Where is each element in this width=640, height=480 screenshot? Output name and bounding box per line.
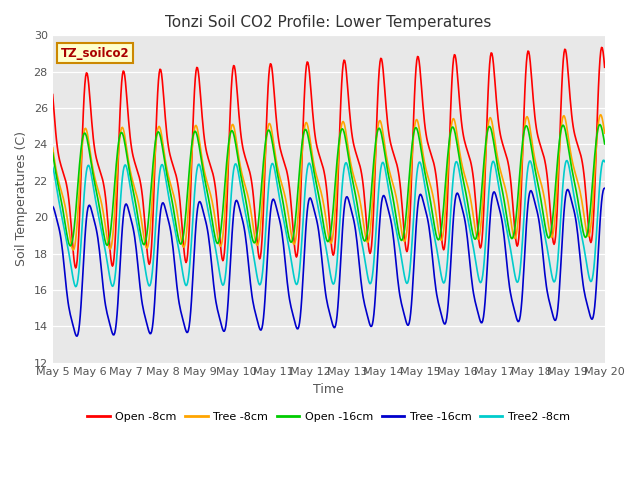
Title: Tonzi Soil CO2 Profile: Lower Temperatures: Tonzi Soil CO2 Profile: Lower Temperatur… bbox=[166, 15, 492, 30]
Tree -16cm bbox=[72, 333, 80, 339]
Tree -16cm bbox=[49, 204, 56, 209]
Tree -8cm bbox=[374, 120, 382, 126]
Tree -8cm bbox=[171, 196, 179, 202]
Tree2 -8cm bbox=[171, 225, 179, 230]
Open -16cm bbox=[67, 243, 74, 249]
Line: Tree -8cm: Tree -8cm bbox=[52, 115, 605, 250]
Tree -16cm bbox=[374, 239, 382, 245]
Open -8cm bbox=[49, 92, 56, 97]
Open -8cm bbox=[374, 79, 382, 84]
Open -16cm bbox=[195, 139, 202, 144]
Tree -16cm bbox=[171, 260, 179, 266]
Tree -8cm bbox=[597, 112, 605, 118]
Open -8cm bbox=[601, 64, 609, 70]
Open -8cm bbox=[598, 45, 605, 50]
Open -16cm bbox=[49, 150, 56, 156]
Open -16cm bbox=[429, 214, 436, 219]
Open -16cm bbox=[321, 229, 329, 235]
Legend: Open -8cm, Tree -8cm, Open -16cm, Tree -16cm, Tree2 -8cm: Open -8cm, Tree -8cm, Open -16cm, Tree -… bbox=[83, 408, 575, 426]
Tree -16cm bbox=[195, 201, 202, 207]
Tree2 -8cm bbox=[601, 159, 609, 165]
Tree2 -8cm bbox=[429, 226, 436, 231]
Y-axis label: Soil Temperatures (C): Soil Temperatures (C) bbox=[15, 132, 28, 266]
Tree2 -8cm bbox=[600, 157, 608, 163]
Open -8cm bbox=[195, 69, 202, 75]
Tree -8cm bbox=[70, 247, 77, 253]
Open -16cm bbox=[596, 122, 604, 128]
Tree -8cm bbox=[321, 208, 329, 214]
Open -16cm bbox=[374, 126, 382, 132]
Open -16cm bbox=[171, 213, 179, 219]
Tree -16cm bbox=[601, 185, 609, 191]
Tree -16cm bbox=[321, 285, 329, 290]
X-axis label: Time: Time bbox=[313, 383, 344, 396]
Line: Tree2 -8cm: Tree2 -8cm bbox=[52, 160, 605, 287]
Open -8cm bbox=[321, 173, 329, 179]
Open -8cm bbox=[551, 240, 559, 245]
Open -16cm bbox=[601, 141, 609, 147]
Line: Open -16cm: Open -16cm bbox=[52, 125, 605, 246]
Open -16cm bbox=[551, 192, 559, 198]
Tree -8cm bbox=[195, 131, 202, 137]
Open -8cm bbox=[429, 157, 436, 163]
Tree -16cm bbox=[429, 259, 436, 265]
Tree2 -8cm bbox=[195, 162, 202, 168]
Open -8cm bbox=[72, 265, 79, 271]
Tree2 -8cm bbox=[72, 284, 79, 289]
Tree -8cm bbox=[429, 192, 436, 198]
Tree -16cm bbox=[551, 317, 559, 323]
Open -8cm bbox=[171, 167, 179, 173]
Tree -8cm bbox=[601, 130, 609, 136]
Line: Open -8cm: Open -8cm bbox=[52, 48, 605, 268]
Tree2 -8cm bbox=[321, 239, 329, 244]
Tree2 -8cm bbox=[551, 278, 559, 284]
Text: TZ_soilco2: TZ_soilco2 bbox=[61, 47, 129, 60]
Tree -8cm bbox=[551, 216, 559, 222]
Line: Tree -16cm: Tree -16cm bbox=[52, 188, 605, 336]
Tree2 -8cm bbox=[374, 190, 382, 195]
Tree -8cm bbox=[49, 145, 56, 151]
Tree2 -8cm bbox=[49, 164, 56, 170]
